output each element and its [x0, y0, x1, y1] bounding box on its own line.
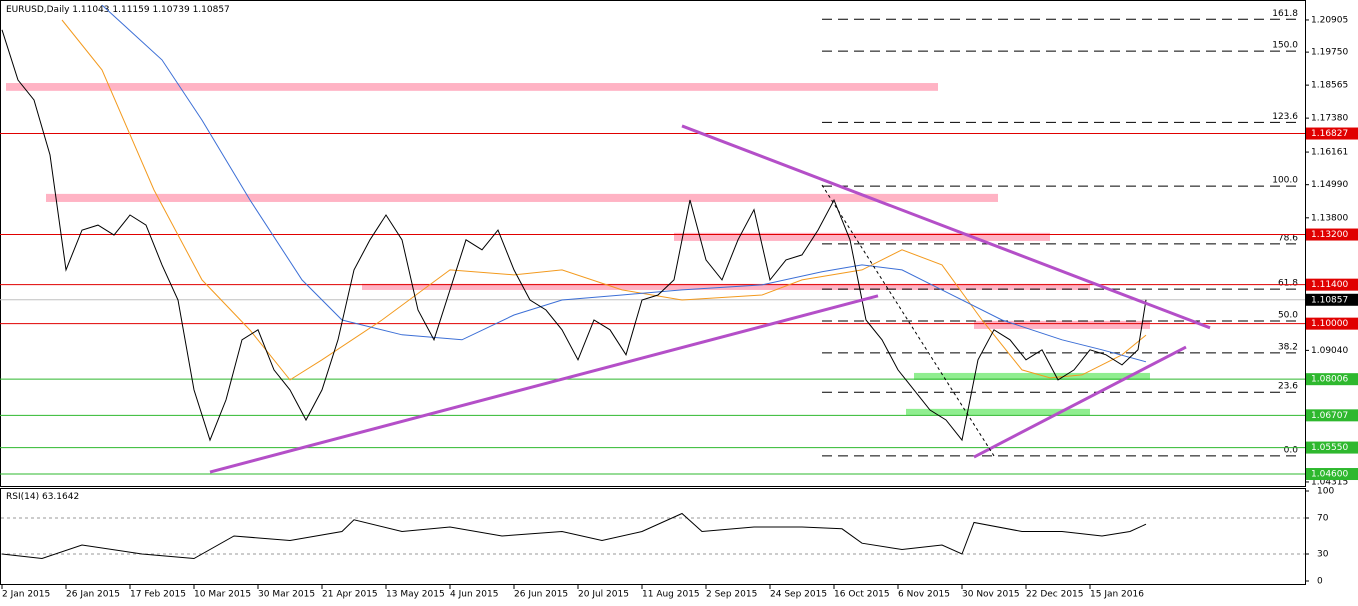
- zone: [914, 372, 1150, 380]
- x-tick-label: 4 Jun 2015: [450, 590, 498, 600]
- x-tick-label: 13 May 2015: [386, 590, 445, 600]
- y-tick-label: 1.17380: [1311, 114, 1348, 124]
- open: 1.11043: [72, 5, 109, 15]
- fib-label: 0.0: [1284, 445, 1299, 455]
- price-line: [1, 29, 1147, 442]
- level-label-box: [1306, 127, 1358, 140]
- fib-label: 78.6: [1278, 233, 1298, 243]
- rsi-line: [1, 512, 1147, 560]
- fib-label: 100.0: [1272, 176, 1298, 186]
- x-tick-label: 26 Jun 2015: [514, 590, 568, 600]
- level-label: 1.10000: [1311, 319, 1348, 329]
- level-label: 1.11400: [1311, 280, 1348, 290]
- zone: [46, 193, 998, 202]
- fib-label: 61.8: [1278, 279, 1298, 289]
- y-tick-label: 1.16161: [1311, 148, 1348, 158]
- y-tick-label: 1.14990: [1311, 180, 1348, 190]
- rsi-panel: [0, 488, 1306, 585]
- rsi-tick-label: 30: [1317, 550, 1329, 560]
- x-tick-label: 26 Jan 2015: [66, 590, 120, 600]
- rsi-tick-label: 100: [1317, 487, 1334, 497]
- y-tick-label: 1.13800: [1311, 213, 1348, 223]
- level-label: 1.13200: [1311, 230, 1348, 240]
- level-label: 1.08006: [1311, 375, 1348, 385]
- rsi-tick-label: 0: [1317, 577, 1323, 587]
- x-tick-label: 22 Dec 2015: [1026, 590, 1084, 600]
- x-tick-label: 15 Jan 2016: [1090, 590, 1144, 600]
- level-label-box: [1306, 441, 1358, 454]
- x-tick-label: 24 Sep 2015: [770, 590, 827, 600]
- zone: [6, 83, 938, 91]
- fib-label: 150.0: [1272, 41, 1298, 51]
- y-tick-label: 1.18565: [1311, 81, 1348, 91]
- fib-label: 50.0: [1278, 311, 1298, 321]
- level-label-box: [1306, 278, 1358, 291]
- fib-label: 123.6: [1272, 112, 1298, 122]
- x-tick-label: 11 Aug 2015: [642, 590, 700, 600]
- fib-label: 23.6: [1278, 382, 1298, 392]
- x-tick-label: 17 Feb 2015: [130, 590, 186, 600]
- zone: [674, 232, 1050, 241]
- x-tick-label: 6 Nov 2015: [898, 590, 950, 600]
- level-label: 1.06707: [1311, 411, 1348, 421]
- level-label: 1.16827: [1311, 129, 1348, 139]
- x-tick-label: 21 Apr 2015: [322, 590, 378, 600]
- rsi-title: RSI(14): [6, 492, 39, 502]
- low: 1.10739: [152, 5, 189, 15]
- x-tick-label: 16 Oct 2015: [834, 590, 890, 600]
- level-label-box: [1306, 373, 1358, 386]
- level-label-box: [1306, 468, 1358, 481]
- x-tick-label: 30 Mar 2015: [258, 590, 315, 600]
- zone: [906, 408, 1090, 415]
- level-label: 1.05550: [1311, 443, 1348, 453]
- close: 1.10857: [193, 5, 230, 15]
- level-label-box: [1306, 409, 1358, 422]
- symbol: EURUSD,Daily: [6, 5, 70, 15]
- level-label-box: [1306, 317, 1358, 330]
- zone: [974, 320, 1150, 329]
- rsi-value: 63.1642: [42, 492, 79, 502]
- current-price-box: [1306, 293, 1358, 306]
- fib-label: 161.8: [1272, 9, 1298, 19]
- y-tick-label: 1.20905: [1311, 15, 1348, 25]
- x-tick-label: 10 Mar 2015: [194, 590, 251, 600]
- level-label: 1.04600: [1311, 470, 1348, 480]
- trendline: [681, 124, 1211, 330]
- moving-average: [61, 19, 1147, 381]
- trendline: [209, 294, 879, 474]
- moving-average: [101, 4, 1147, 363]
- rsi-header: RSI(14) 63.1642: [6, 492, 79, 502]
- y-tick-label: 1.19750: [1311, 48, 1348, 58]
- rsi-tick-label: 70: [1317, 514, 1329, 524]
- y-tick-label: 1.09040: [1311, 346, 1348, 356]
- level-label-box: [1306, 228, 1358, 241]
- x-tick-label: 2 Sep 2015: [706, 590, 757, 600]
- high: 1.11159: [112, 5, 149, 15]
- current-price-label: 1.10857: [1311, 295, 1348, 305]
- x-tick-label: 20 Jul 2015: [578, 590, 629, 600]
- fib-label: 38.2: [1278, 342, 1298, 352]
- x-tick-label: 30 Nov 2015: [962, 590, 1020, 600]
- x-tick-label: 2 Jan 2015: [2, 590, 50, 600]
- header: EURUSD,Daily 1.11043 1.11159 1.10739 1.1…: [6, 5, 230, 15]
- trendline: [973, 345, 1187, 459]
- main-panel: [0, 0, 1306, 487]
- y-tick-label: 1.04315: [1311, 477, 1348, 487]
